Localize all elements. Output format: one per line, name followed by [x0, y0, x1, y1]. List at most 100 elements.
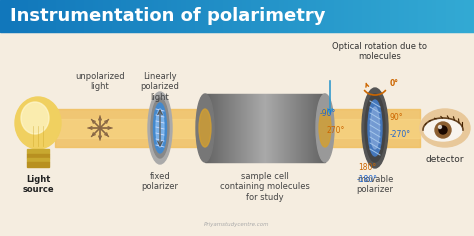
Bar	[24, 0, 25, 32]
Bar	[367, 0, 368, 32]
Bar	[239, 94, 240, 162]
Bar	[271, 0, 272, 32]
Bar	[405, 0, 406, 32]
Bar	[317, 94, 318, 162]
Bar	[73, 0, 74, 32]
Text: -180°: -180°	[356, 175, 377, 184]
Bar	[278, 0, 279, 32]
Bar	[296, 0, 297, 32]
Bar	[2, 0, 3, 32]
Bar	[107, 0, 108, 32]
Bar	[221, 0, 222, 32]
Bar	[146, 0, 147, 32]
Bar	[171, 0, 172, 32]
Bar	[325, 0, 326, 32]
Bar	[449, 0, 450, 32]
Bar	[80, 0, 81, 32]
Bar	[263, 94, 264, 162]
Bar	[149, 0, 150, 32]
Bar	[369, 0, 370, 32]
Bar	[33, 0, 34, 32]
Bar	[163, 0, 164, 32]
Bar	[210, 94, 211, 162]
Bar	[160, 0, 161, 32]
Bar	[231, 94, 232, 162]
Bar	[7, 0, 8, 32]
Bar	[11, 0, 12, 32]
Ellipse shape	[420, 109, 470, 147]
Bar	[243, 0, 244, 32]
Bar	[248, 94, 249, 162]
Bar	[362, 0, 363, 32]
Bar	[71, 0, 72, 32]
Bar	[423, 0, 424, 32]
Bar	[318, 94, 319, 162]
Bar	[131, 0, 132, 32]
Bar	[251, 0, 252, 32]
Bar	[46, 0, 47, 32]
Bar	[292, 0, 293, 32]
Bar	[364, 0, 365, 32]
Bar	[425, 0, 426, 32]
Bar	[431, 0, 432, 32]
Bar	[338, 0, 339, 32]
Bar	[315, 0, 316, 32]
Bar	[459, 0, 460, 32]
Bar	[18, 0, 19, 32]
Bar	[270, 0, 271, 32]
Bar	[96, 0, 97, 32]
Bar	[324, 94, 325, 162]
Bar	[139, 0, 140, 32]
Bar	[235, 0, 236, 32]
Bar	[342, 0, 343, 32]
Bar	[175, 0, 176, 32]
Bar	[54, 0, 55, 32]
Bar	[284, 94, 285, 162]
Bar	[10, 0, 11, 32]
Bar	[88, 0, 89, 32]
Bar	[216, 94, 217, 162]
Bar	[284, 0, 285, 32]
Bar	[234, 94, 235, 162]
Bar	[308, 0, 309, 32]
Bar	[207, 94, 208, 162]
Bar	[75, 0, 76, 32]
Bar	[156, 0, 157, 32]
Bar	[208, 94, 209, 162]
Bar	[238, 0, 239, 32]
Bar	[176, 0, 177, 32]
Bar	[26, 0, 27, 32]
Bar	[28, 0, 29, 32]
Bar	[290, 0, 291, 32]
Bar	[245, 0, 246, 32]
Bar	[120, 0, 121, 32]
Bar	[242, 0, 243, 32]
Bar	[286, 0, 287, 32]
Bar	[78, 0, 79, 32]
Bar	[228, 0, 229, 32]
Bar	[158, 0, 159, 32]
Bar	[118, 0, 119, 32]
Bar	[134, 0, 135, 32]
Bar	[98, 0, 99, 32]
Bar	[128, 0, 129, 32]
Bar	[267, 0, 268, 32]
Bar	[201, 0, 202, 32]
Text: 270°: 270°	[327, 126, 346, 135]
Bar	[289, 94, 290, 162]
Bar	[270, 94, 271, 162]
Bar	[141, 0, 142, 32]
Bar	[329, 0, 330, 32]
Bar	[100, 0, 101, 32]
Bar	[399, 0, 400, 32]
Bar	[103, 0, 104, 32]
Bar	[240, 94, 241, 162]
Bar	[45, 0, 46, 32]
Bar	[127, 0, 128, 32]
Bar	[1, 0, 2, 32]
Bar	[295, 94, 296, 162]
Bar	[430, 0, 431, 32]
Bar	[59, 0, 60, 32]
Bar	[379, 0, 380, 32]
Bar	[35, 0, 36, 32]
